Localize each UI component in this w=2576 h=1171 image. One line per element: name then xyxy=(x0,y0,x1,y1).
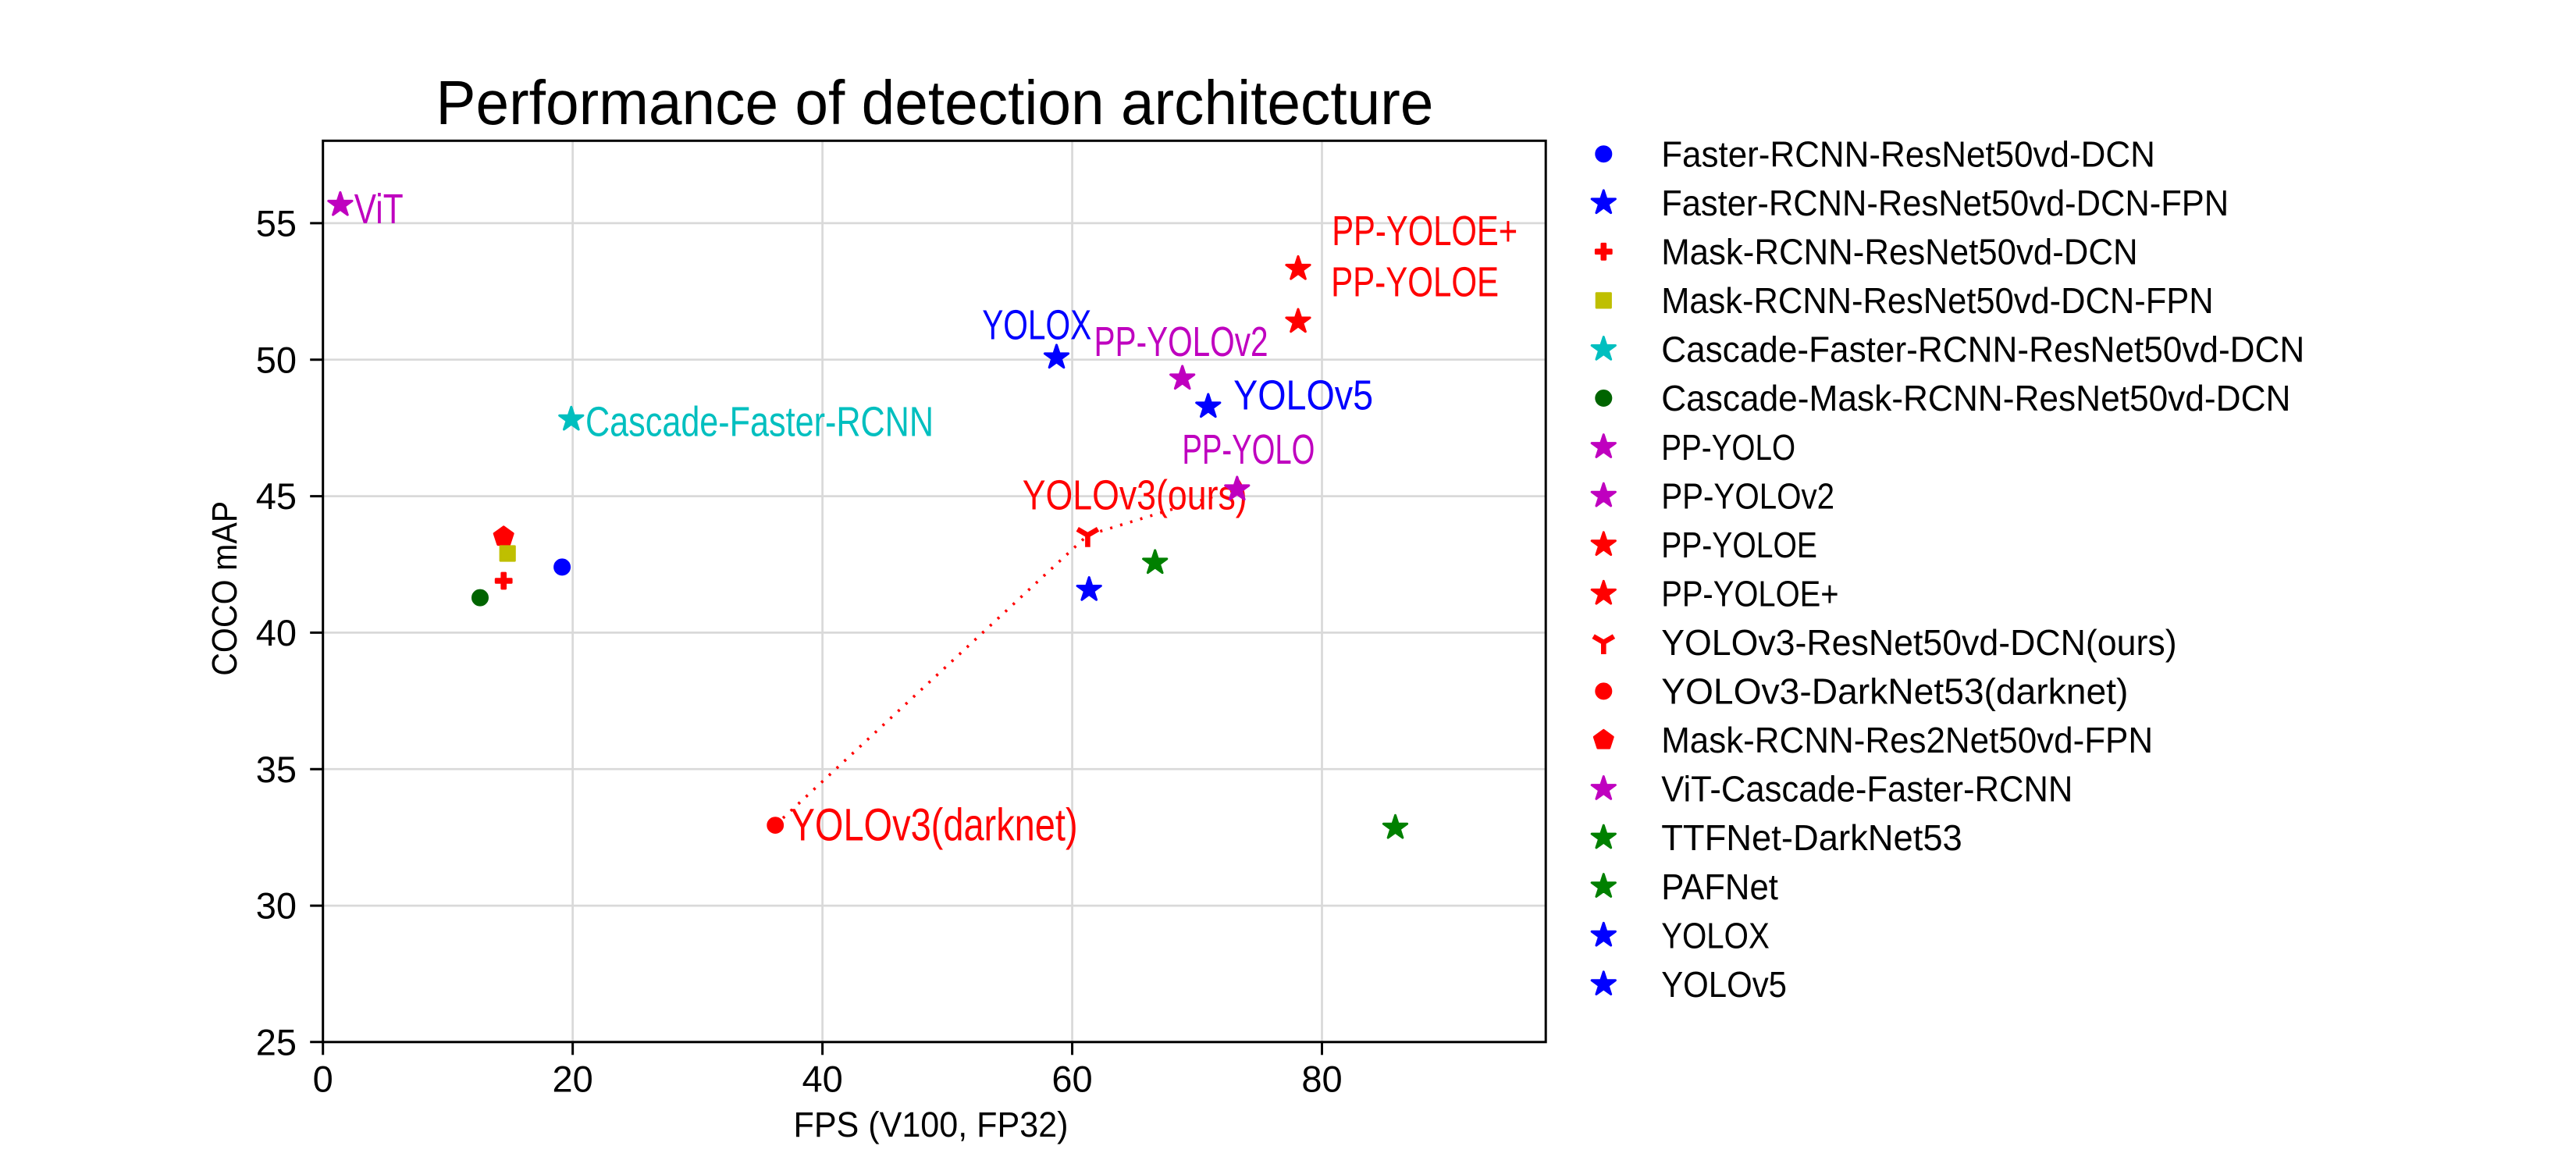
svg-text:30: 30 xyxy=(256,885,297,927)
svg-text:20: 20 xyxy=(553,1059,593,1100)
svg-text:45: 45 xyxy=(256,475,297,517)
svg-text:25: 25 xyxy=(256,1021,297,1062)
svg-text:35: 35 xyxy=(256,749,297,790)
svg-text:YOLOX: YOLOX xyxy=(1661,915,1770,956)
svg-text:PP-YOLOE+: PP-YOLOE+ xyxy=(1332,208,1517,254)
svg-text:PP-YOLOv2: PP-YOLOv2 xyxy=(1094,319,1268,365)
svg-text:PAFNet: PAFNet xyxy=(1661,867,1778,907)
svg-text:Mask-RCNN-ResNet50vd-DCN: Mask-RCNN-ResNet50vd-DCN xyxy=(1661,232,2137,272)
svg-text:Performance of detection archi: Performance of detection architecture xyxy=(436,68,1433,137)
svg-text:PP-YOLOE: PP-YOLOE xyxy=(1661,525,1817,565)
svg-text:COCO mAP: COCO mAP xyxy=(205,501,244,676)
svg-text:YOLOv3(ours): YOLOv3(ours) xyxy=(1023,473,1247,519)
svg-text:Faster-RCNN-ResNet50vd-DCN-FPN: Faster-RCNN-ResNet50vd-DCN-FPN xyxy=(1661,183,2229,223)
svg-text:40: 40 xyxy=(256,612,297,653)
svg-text:Mask-RCNN-Res2Net50vd-FPN: Mask-RCNN-Res2Net50vd-FPN xyxy=(1661,720,2153,760)
svg-text:50: 50 xyxy=(256,339,297,380)
svg-text:YOLOv3-ResNet50vd-DCN(ours): YOLOv3-ResNet50vd-DCN(ours) xyxy=(1661,622,2176,663)
svg-text:PP-YOLOE: PP-YOLOE xyxy=(1331,260,1499,306)
svg-text:Cascade-Faster-RCNN-ResNet50vd: Cascade-Faster-RCNN-ResNet50vd-DCN xyxy=(1661,329,2304,370)
svg-text:YOLOv5: YOLOv5 xyxy=(1233,372,1373,418)
svg-text:YOLOv3(darknet): YOLOv3(darknet) xyxy=(791,800,1078,851)
svg-text:PP-YOLOE+: PP-YOLOE+ xyxy=(1661,573,1838,614)
svg-text:YOLOX: YOLOX xyxy=(982,303,1091,349)
svg-text:80: 80 xyxy=(1301,1059,1342,1100)
svg-text:PP-YOLO: PP-YOLO xyxy=(1182,427,1315,473)
svg-text:Mask-RCNN-ResNet50vd-DCN-FPN: Mask-RCNN-ResNet50vd-DCN-FPN xyxy=(1661,280,2214,321)
svg-text:PP-YOLOv2: PP-YOLOv2 xyxy=(1661,475,1834,516)
svg-text:60: 60 xyxy=(1051,1059,1092,1100)
svg-text:PP-YOLO: PP-YOLO xyxy=(1661,427,1795,468)
svg-text:55: 55 xyxy=(256,203,297,244)
svg-text:YOLOv5: YOLOv5 xyxy=(1661,964,1787,1005)
svg-text:ViT: ViT xyxy=(354,187,404,233)
svg-text:Cascade-Mask-RCNN-ResNet50vd-D: Cascade-Mask-RCNN-ResNet50vd-DCN xyxy=(1661,378,2290,418)
svg-text:0: 0 xyxy=(313,1059,333,1100)
svg-text:FPS (V100, FP32): FPS (V100, FP32) xyxy=(794,1105,1069,1144)
svg-text:YOLOv3-DarkNet53(darknet): YOLOv3-DarkNet53(darknet) xyxy=(1661,671,2128,712)
svg-text:ViT-Cascade-Faster-RCNN: ViT-Cascade-Faster-RCNN xyxy=(1661,769,2073,810)
svg-text:Cascade-Faster-RCNN: Cascade-Faster-RCNN xyxy=(585,400,934,446)
svg-text:Faster-RCNN-ResNet50vd-DCN: Faster-RCNN-ResNet50vd-DCN xyxy=(1661,133,2155,174)
svg-text:40: 40 xyxy=(802,1059,842,1100)
svg-text:TTFNet-DarkNet53: TTFNet-DarkNet53 xyxy=(1661,817,1962,858)
